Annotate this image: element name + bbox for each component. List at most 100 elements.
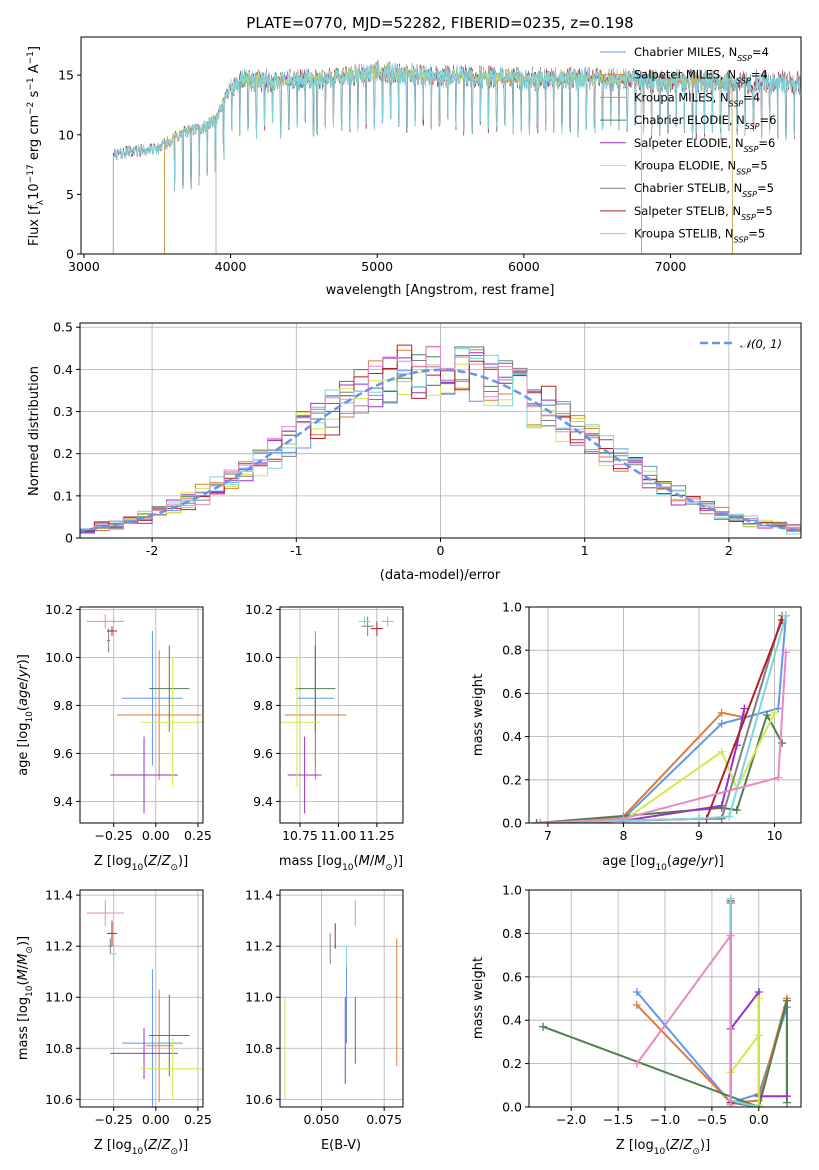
weight-series-line <box>542 1000 788 1107</box>
panel-age-vs-mass: 10.75 11.00 11.25 9.4 9.6 9.8 10.0 10.2 <box>245 602 404 843</box>
panel-mass-weight-vs-z: −2.0 −1.5 −1.0 −0.5 0.0 0.0 0.2 0.4 0.6 0.8 1.0 <box>502 883 802 1127</box>
y-axis-label: mass weight <box>471 674 486 756</box>
x-tick-label: -1 <box>290 543 302 558</box>
y-tick-label: 0.6 <box>502 969 522 984</box>
axes-frame <box>80 36 802 255</box>
x-tick-label: 0.075 <box>366 1112 402 1127</box>
weight-marker <box>770 708 779 717</box>
y-tick-label: 10.2 <box>45 602 73 617</box>
x-axis-label: mass [log10(M/M⊙)] <box>279 854 403 873</box>
weight-marker <box>726 931 735 940</box>
panel-mass-weight-vs-age: 7 8 9 10 0.0 0.2 0.4 0.6 0.8 1.0 <box>502 600 802 843</box>
weight-marker <box>725 812 734 821</box>
x-tick-label: 10 <box>767 828 783 843</box>
y-tick-label: 9.8 <box>253 698 273 713</box>
y-axis-label: age [log10(age/yr)] <box>16 654 35 776</box>
legend-entry: 𝒩(0, 1) <box>740 337 782 351</box>
y-tick-label: 0.6 <box>502 686 522 701</box>
spectrum-series-line <box>112 59 801 254</box>
panel-mass-vs-z: −0.25 0.00 0.25 10.6 10.8 11.0 11.2 11.4 <box>45 888 212 1127</box>
weight-series-line <box>729 898 760 1107</box>
x-axis-label: Z [log10(Z/Z⊙)] <box>94 854 188 873</box>
legend-entry: Salpeter ELODIE, NSSP=6 <box>634 136 775 154</box>
legend-entry: Chabrier MILES, NSSP=4 <box>634 45 769 63</box>
weight-marker <box>740 704 749 713</box>
y-tick-label: 0 <box>65 531 73 546</box>
weight-marker <box>717 801 726 810</box>
y-tick-label: 10.8 <box>245 1041 273 1056</box>
gaussian-curve <box>80 368 801 532</box>
legend-entry: Chabrier ELODIE, NSSP=6 <box>634 113 776 131</box>
y-tick-label: 11.2 <box>245 939 273 954</box>
weight-series-line <box>540 615 787 823</box>
y-tick-label: 9.8 <box>53 698 73 713</box>
y-tick-label: 1.0 <box>502 883 522 898</box>
weight-marker <box>782 996 791 1005</box>
chart-title: PLATE=0770, MJD=52282, FIBERID=0235, z=0… <box>246 14 633 32</box>
y-tick-label: 0.4 <box>53 362 73 377</box>
plot-area-mass-weight-vs-z <box>539 894 791 1107</box>
legend: 𝒩(0, 1) <box>700 337 782 351</box>
weight-marker <box>695 814 703 823</box>
y-axis-label: Normed distribution <box>27 366 42 496</box>
y-tick-label: 15 <box>58 68 74 83</box>
x-tick-label: 0.050 <box>304 1112 340 1127</box>
axes-frame <box>279 606 404 824</box>
weight-marker <box>754 994 763 1003</box>
weight-marker <box>781 611 790 620</box>
weight-marker <box>781 648 790 657</box>
plot-area-age-vs-mass <box>280 616 394 814</box>
legend-entry: Salpeter MILES, NSSP=4 <box>634 68 768 86</box>
y-tick-label: 9.4 <box>53 794 73 809</box>
y-tick-label: 10.8 <box>45 1041 73 1056</box>
y-tick-label: 10.6 <box>245 1092 273 1107</box>
legend: Chabrier MILES, NSSP=4 Salpeter MILES, NS… <box>600 45 776 244</box>
weight-series-line <box>536 712 783 823</box>
weight-marker <box>632 1059 641 1068</box>
x-tick-label: −0.25 <box>95 828 133 843</box>
y-tick-label: 0.0 <box>502 816 522 831</box>
axes-frame <box>279 889 404 1108</box>
legend-entry: Kroupa MILES, NSSP=4 <box>634 90 760 108</box>
panel-age-vs-z: −0.25 0.00 0.25 9.4 9.6 9.8 10.0 10.2 <box>45 602 212 843</box>
x-tick-label: 1 <box>581 543 589 558</box>
x-tick-label: 3000 <box>68 259 100 274</box>
weight-marker <box>532 819 541 823</box>
x-tick-label: 0.00 <box>142 828 170 843</box>
y-tick-label: 0.2 <box>53 446 73 461</box>
x-tick-label: −1.5 <box>603 1112 633 1127</box>
weight-marker <box>732 806 741 815</box>
weight-marker <box>754 1103 763 1107</box>
weight-marker <box>632 1001 641 1010</box>
legend-entry: Salpeter STELIB, NSSP=5 <box>634 204 773 222</box>
plot-area-spectrum <box>112 59 801 254</box>
y-tick-label: 0.3 <box>53 404 73 419</box>
weight-marker <box>726 894 735 903</box>
weight-marker <box>774 773 783 782</box>
axes-frame <box>79 606 204 824</box>
x-tick-label: 0 <box>437 543 445 558</box>
weight-series-line <box>540 615 784 823</box>
y-tick-label: 0.5 <box>53 320 73 335</box>
x-tick-label: 0.25 <box>184 828 212 843</box>
x-axis-label: Z [log10(Z/Z⊙)] <box>94 1138 188 1157</box>
y-tick-label: 0.2 <box>502 1056 522 1071</box>
legend-entry: Chabrier STELIB, NSSP=5 <box>634 181 774 199</box>
y-tick-label: 10 <box>58 127 74 142</box>
weight-marker <box>717 719 726 728</box>
weight-marker <box>717 814 726 823</box>
x-tick-label: 2 <box>725 543 733 558</box>
axes-frame <box>528 889 802 1108</box>
x-tick-label: 7000 <box>655 259 687 274</box>
y-tick-label: 10.0 <box>245 650 273 665</box>
panel-mass-vs-ebv: 0.050 0.075 10.6 10.8 11.0 11.2 11.4 <box>245 888 404 1127</box>
weight-series-line <box>536 615 787 823</box>
y-tick-label: 10.6 <box>45 1092 73 1107</box>
y-tick-label: 0.8 <box>502 926 522 941</box>
weight-marker <box>726 1100 735 1107</box>
y-axis-label: mass weight <box>471 957 486 1039</box>
x-tick-label: −2.0 <box>556 1112 586 1127</box>
weight-marker <box>717 747 726 756</box>
x-tick-label: 7 <box>544 828 552 843</box>
